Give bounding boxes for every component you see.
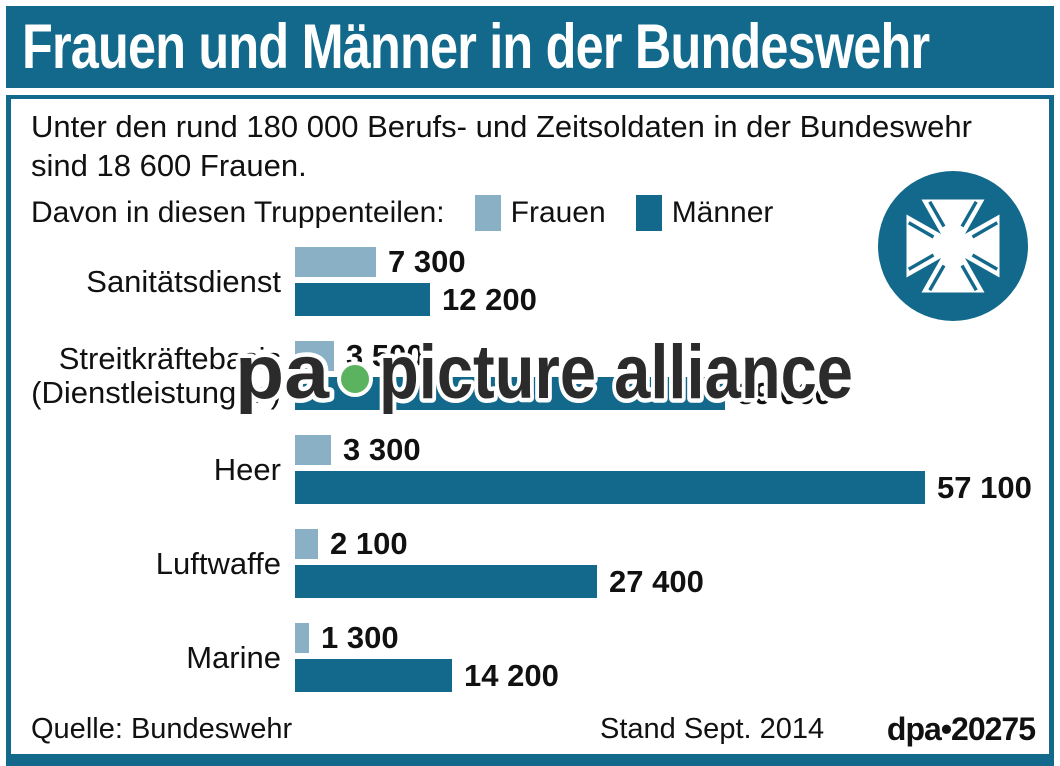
legend-item-maenner: Männer (635, 195, 774, 231)
bar-frauen (295, 247, 376, 277)
watermark-label: picture alliance (379, 332, 853, 415)
bar-maenner (295, 283, 430, 316)
value-label: 7 300 (388, 244, 466, 279)
bar-chart: Sanitätsdienst 7 300 12 200 Streitkräftebas… (19, 244, 1049, 693)
picture-alliance-watermark: pa picture alliance (231, 332, 858, 420)
bar-frauen (295, 529, 318, 559)
bar-frauen (295, 341, 334, 371)
bar-line-frauen: 7 300 (295, 244, 537, 279)
legend-prefix: Davon in diesen Truppenteilen: (31, 196, 445, 229)
source-note: Quelle: Bundeswehr (31, 713, 293, 745)
bar-maenner (295, 471, 925, 504)
bar-pair: 3 300 57 100 (295, 432, 1032, 505)
category-label: Sanitätsdienst (86, 263, 281, 299)
intro-text: Unter den rund 180 000 Berufs- und Zeits… (31, 109, 972, 183)
chart-row: Marine 1 300 14 200 (19, 620, 1049, 693)
chart-row: Sanitätsdienst 7 300 12 200 (19, 244, 1049, 317)
value-label: 3 300 (343, 432, 421, 467)
bar-maenner (295, 565, 597, 598)
category-label: Marine (186, 639, 281, 675)
category-label: Luftwaffe (155, 545, 281, 581)
bar-frauen (295, 623, 309, 653)
category-label: Streitkräftebasis (Dienstleistungen) (31, 340, 281, 410)
legend-item-frauen: Frauen (474, 195, 606, 231)
title-bar: Frauen und Männer in der Bundeswehr (6, 6, 1054, 88)
bar-maenner (295, 659, 452, 692)
legend: Davon in diesen Truppenteilen: Frauen Mä… (31, 193, 1049, 233)
maenner-swatch-icon (635, 195, 662, 231)
legend-label-frauen: Frauen (510, 196, 606, 229)
bar-pair: 2 100 27 400 (295, 526, 704, 599)
chart-row: Heer 3 300 57 100 (19, 432, 1049, 505)
bar-line-frauen: 3 300 (295, 432, 1032, 467)
bar-line-frauen: 2 100 (295, 526, 704, 561)
date-note: Stand Sept. 2014 (600, 713, 825, 745)
value-label: 57 100 (937, 469, 1032, 505)
bar-line-frauen: 1 300 (295, 620, 559, 655)
chart-row: Streitkräftebasis (Dienstleistungen) 3 50… (19, 338, 1049, 411)
frauen-swatch-icon (474, 195, 501, 231)
bar-pair: 7 300 12 200 (295, 244, 537, 317)
watermark-prefix: pa (235, 332, 330, 415)
page-title: Frauen und Männer in der Bundeswehr (22, 12, 930, 82)
value-label: 2 100 (330, 526, 408, 561)
value-label: 12 200 (442, 281, 537, 317)
category-label: Heer (213, 451, 281, 487)
bar-line-maenner: 14 200 (295, 657, 559, 693)
legend-label-maenner: Männer (671, 196, 774, 229)
bar-line-maenner: 27 400 (295, 563, 704, 599)
bar-line-maenner: 57 100 (295, 469, 1032, 505)
content-frame: Unter den rund 180 000 Berufs- und Zeits… (6, 95, 1054, 766)
chart-row: Luftwaffe 2 100 27 400 (19, 526, 1049, 599)
value-label: 14 200 (464, 657, 559, 693)
watermark-green-dot-icon (337, 361, 373, 397)
value-label: 39 000 (737, 375, 832, 411)
bar-pair: 1 300 14 200 (295, 620, 559, 693)
bar-frauen (295, 435, 331, 465)
value-label: 27 400 (609, 563, 704, 599)
bundeswehr-emblem-icon (878, 171, 1028, 321)
bar-line-maenner: 12 200 (295, 281, 537, 317)
dpa-credit: dpa•20275 (886, 711, 1036, 747)
value-label: 1 300 (321, 620, 399, 655)
